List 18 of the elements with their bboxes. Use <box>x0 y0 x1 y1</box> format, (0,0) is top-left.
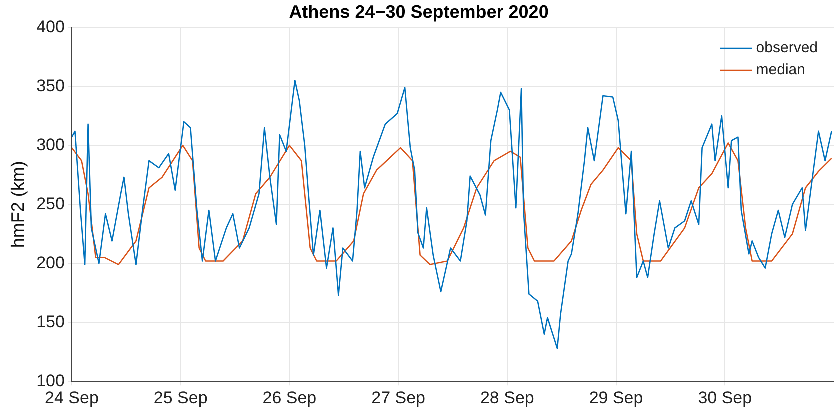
y-tick-label: 250 <box>36 194 65 214</box>
y-tick-label: 200 <box>36 253 65 272</box>
legend-label: median <box>756 62 806 79</box>
x-tick-label: 28 Sep <box>480 388 534 408</box>
y-tick-label: 350 <box>36 76 65 96</box>
legend-label: observed <box>756 40 818 57</box>
y-axis-title: hmF2 (km) <box>8 161 28 248</box>
x-tick-label: 25 Sep <box>154 388 208 408</box>
x-tick-label: 27 Sep <box>372 388 426 408</box>
x-tick-label: 26 Sep <box>262 388 317 408</box>
y-tick-label: 400 <box>36 17 65 36</box>
chart-title: Athens 24−30 September 2020 <box>289 2 549 22</box>
x-tick-label: 30 Sep <box>698 388 752 408</box>
y-tick-label: 300 <box>36 135 65 154</box>
y-tick-label: 150 <box>36 312 65 332</box>
x-tick-label: 24 Sep <box>45 388 99 408</box>
x-tick-label: 29 Sep <box>589 388 644 408</box>
y-tick-label: 100 <box>36 371 65 390</box>
